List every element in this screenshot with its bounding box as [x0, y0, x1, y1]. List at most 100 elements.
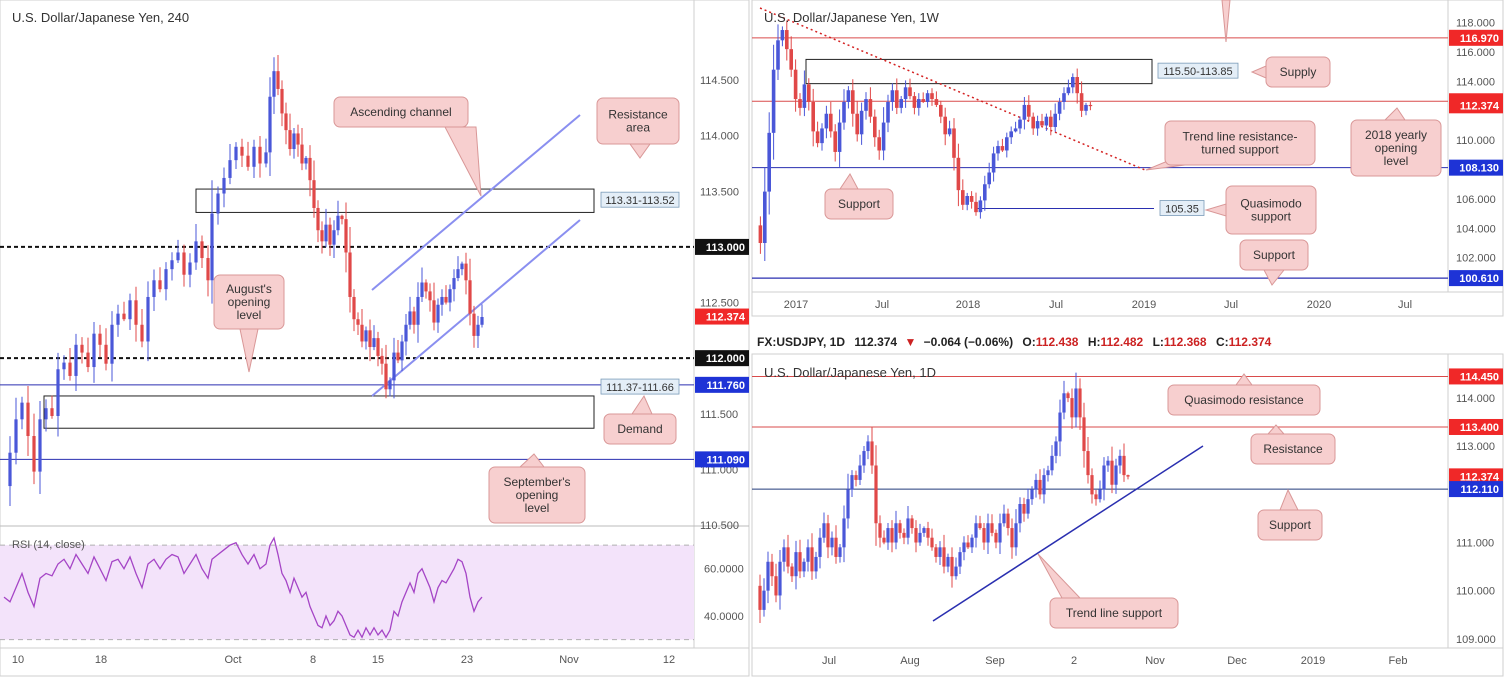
weekly-callout-trendline-text: Trend line resistance-	[1183, 130, 1298, 144]
daily-time-tick: 2	[1071, 655, 1077, 667]
h4-candle-body	[128, 300, 132, 320]
daily-callout-quasimodo-resistance-text: Quasimodo resistance	[1184, 393, 1304, 407]
h4-candle-body	[210, 213, 214, 281]
weekly-candle-body	[939, 104, 943, 117]
daily-candle-body	[1126, 475, 1130, 477]
weekly-candle-body	[930, 93, 934, 100]
daily-candle-body	[930, 537, 934, 548]
h4-candle-body	[228, 160, 232, 178]
h4-price-tick: 113.500	[700, 186, 739, 198]
h4-candle-body	[14, 419, 18, 453]
daily-candle-body	[1114, 465, 1118, 485]
weekly-candle-body	[776, 40, 780, 70]
daily-candle-body	[1034, 479, 1038, 490]
rsi-line	[3, 536, 483, 639]
daily-candle-body	[938, 547, 942, 557]
h4-candle-body	[116, 313, 120, 325]
h4-candle-body	[296, 133, 300, 145]
weekly-callout-support-lower-text: Support	[1253, 248, 1296, 262]
daily-price-tag	[1449, 418, 1503, 435]
daily-price-tick: 109.000	[1456, 634, 1496, 646]
h4-callout-resistance-area	[596, 97, 680, 145]
daily-candle-body	[946, 556, 950, 567]
h4-time-tick: 23	[461, 654, 473, 666]
rsi-label: RSI (14, close)	[12, 539, 85, 551]
daily-price-tag	[1449, 481, 1503, 498]
h4-candle-body	[348, 252, 352, 297]
daily-candle-body	[934, 547, 938, 557]
weekly-candle-body	[1075, 77, 1079, 94]
daily-callout-support	[1257, 509, 1323, 541]
weekly-candle-body	[824, 113, 829, 129]
h4-candle-body	[312, 180, 316, 208]
weekly-price-tag	[1449, 270, 1503, 287]
weekly-candle-body	[1018, 119, 1022, 129]
weekly-candle-body	[846, 90, 851, 102]
weekly-price-tag-label: 100.610	[1459, 273, 1499, 285]
weekly-price-tick: 106.000	[1456, 194, 1496, 206]
h4-candle-body	[68, 362, 72, 376]
daily-time-tick: Aug	[900, 655, 920, 667]
daily-candle-body	[962, 542, 966, 553]
h4-candle-body	[292, 133, 296, 150]
weekly-callout-quasimodo-text: Quasimodo	[1240, 197, 1302, 211]
h4-candle-body	[452, 278, 456, 290]
h4-candle-body	[356, 319, 360, 325]
weekly-candle-body	[807, 84, 811, 102]
weekly-candle-body	[1035, 121, 1040, 129]
h4-candle-body	[170, 260, 174, 270]
daily-time-tick: Dec	[1227, 655, 1247, 667]
weekly-candle-body	[1062, 93, 1066, 102]
daily-candle-body	[1046, 470, 1050, 476]
daily-price-tick: 113.000	[1456, 441, 1495, 453]
daily-candle-body	[814, 556, 818, 572]
h4-candle-body	[408, 311, 412, 325]
weekly-callout-supply-text: Supply	[1280, 65, 1317, 79]
weekly-candle-body	[903, 87, 908, 100]
h4-zone-label-resistance-box	[600, 191, 680, 208]
daily-candle-body	[1070, 398, 1074, 418]
weekly-candle-body	[793, 69, 798, 100]
weekly-candle-body	[811, 102, 815, 132]
weekly-candle-body	[1088, 104, 1093, 107]
h4-candle-body	[436, 304, 440, 323]
info-low-value: 112.368	[1164, 335, 1207, 349]
h4-candle-body	[444, 296, 448, 303]
weekly-candle-body	[842, 102, 846, 123]
daily-time-tick: Jul	[822, 655, 836, 667]
daily-time-tick: Sep	[985, 655, 1005, 667]
info-open-label: O:	[1022, 335, 1035, 349]
daily-candle-body	[822, 523, 826, 538]
daily-candle-body	[774, 576, 778, 596]
weekly-candle-body	[815, 131, 820, 144]
daily-candle-body	[770, 561, 774, 577]
h4-candle-body	[20, 402, 24, 420]
daily-candle-body	[994, 532, 998, 543]
h4-price-tick: 111.000	[700, 464, 738, 476]
info-open-value: 112.438	[1036, 335, 1079, 349]
h4-candle-body	[50, 408, 54, 416]
daily-candle-body	[1050, 455, 1054, 471]
weekly-price-tag-label: 108.130	[1459, 163, 1499, 175]
weekly-level-label-quasimodo: 105.35	[1165, 203, 1199, 215]
h4-candle-body	[258, 146, 262, 164]
h4-candle-body	[280, 88, 284, 114]
daily-candle-body	[830, 537, 834, 548]
h4-candle-body	[32, 436, 36, 472]
rsi-tick: 40.0000	[704, 611, 744, 623]
h4-candle-body	[8, 452, 12, 487]
daily-candle-body	[850, 475, 854, 490]
weekly-price-tick: 114.000	[1456, 76, 1495, 88]
daily-candle-body	[918, 532, 922, 543]
h4-candle-body	[140, 324, 144, 342]
daily-candle-body	[790, 566, 794, 577]
h4-candle-body	[158, 280, 162, 290]
h4-time-tick: 15	[372, 654, 384, 666]
weekly-candle-body	[983, 184, 987, 201]
h4-candle-body	[152, 280, 156, 297]
daily-candle-body	[1058, 412, 1062, 442]
info-high-value: 112.482	[1101, 335, 1144, 349]
daily-candle-body	[914, 528, 918, 543]
down-arrow-icon: ▼	[904, 335, 916, 349]
h4-candle-body	[324, 224, 328, 242]
